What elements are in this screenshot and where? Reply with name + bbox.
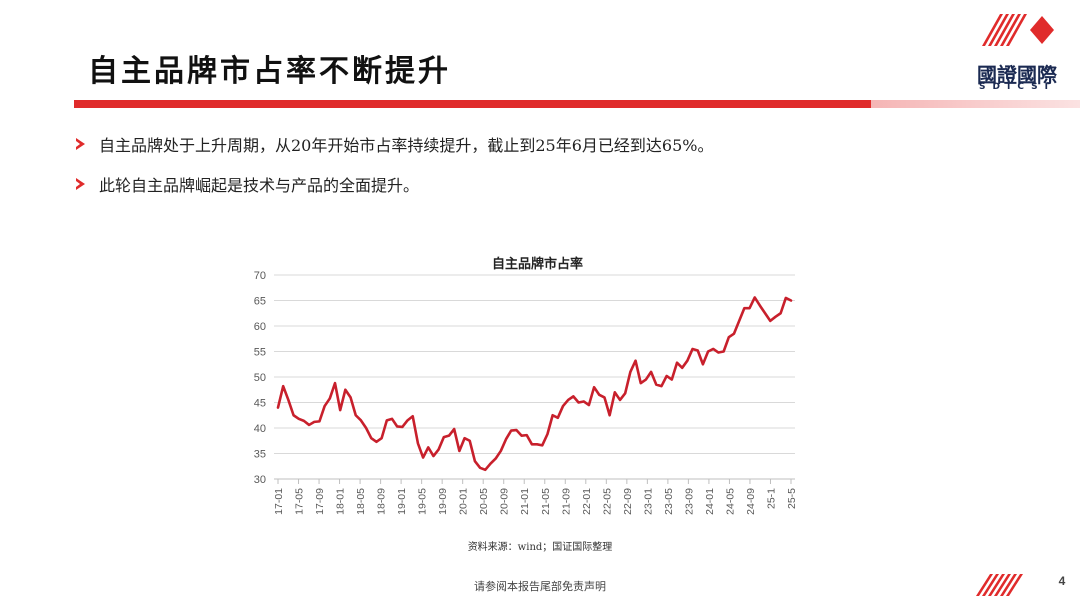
x-tick-label: 18-01 bbox=[335, 488, 347, 515]
chart-title: 自主品牌市占率 bbox=[492, 256, 583, 272]
x-tick-label: 24-05 bbox=[724, 488, 736, 515]
x-tick-label: 24-01 bbox=[704, 488, 716, 515]
corner-stripes-icon bbox=[976, 574, 1023, 596]
chart-source-note: 资料来源：wind；国证国际整理 bbox=[467, 542, 613, 553]
x-tick-label: 17-05 bbox=[294, 488, 306, 515]
x-tick-label: 20-09 bbox=[499, 488, 511, 515]
logo-english-name: SDICSI bbox=[979, 82, 1055, 92]
logo-mark-icon bbox=[982, 14, 1054, 46]
y-tick-label: 45 bbox=[254, 398, 266, 410]
slide-title: 自主品牌市占率不断提升 bbox=[88, 54, 451, 89]
x-tick-label: 17-01 bbox=[273, 488, 285, 515]
x-tick-label: 21-01 bbox=[519, 488, 531, 515]
x-tick-label: 23-09 bbox=[683, 488, 695, 515]
x-tick-label: 25-5 bbox=[786, 488, 798, 509]
title-underline-fade bbox=[871, 100, 1080, 108]
x-tick-label: 21-05 bbox=[540, 488, 552, 515]
x-tick-label: 24-09 bbox=[745, 488, 757, 515]
x-tick-label: 23-05 bbox=[663, 488, 675, 515]
page-number: 4 bbox=[1058, 574, 1066, 588]
x-tick-label: 23-01 bbox=[642, 488, 654, 515]
x-tick-label: 21-09 bbox=[560, 488, 572, 515]
series-line bbox=[276, 296, 793, 472]
y-tick-label: 35 bbox=[254, 449, 266, 461]
bullet-item: 此轮自主品牌崛起是技术与产品的全面提升。 bbox=[76, 171, 713, 197]
x-tick-label: 18-09 bbox=[376, 488, 388, 515]
x-tick-label: 18-05 bbox=[355, 488, 367, 515]
bullet-arrow-icon bbox=[76, 178, 85, 190]
x-tick-label: 22-09 bbox=[622, 488, 634, 515]
x-tick-label: 17-09 bbox=[314, 488, 326, 515]
company-logo: 國證國際 SDICSI bbox=[962, 6, 1072, 92]
y-tick-label: 40 bbox=[254, 423, 266, 435]
bullet-list: 自主品牌处于上升周期，从20年开始市占率持续提升，截止到25年6月已经到达65%… bbox=[76, 131, 713, 211]
bullet-text: 自主品牌处于上升周期，从20年开始市占率持续提升，截止到25年6月已经到达65%… bbox=[99, 136, 714, 155]
bullet-arrow-icon bbox=[76, 138, 85, 150]
x-tick-label: 20-05 bbox=[478, 488, 490, 515]
x-tick-label: 19-09 bbox=[437, 488, 449, 515]
x-tick-label: 25-1 bbox=[765, 488, 777, 509]
y-tick-label: 55 bbox=[254, 347, 266, 359]
x-tick-label: 19-05 bbox=[417, 488, 429, 515]
x-tick-label: 22-05 bbox=[601, 488, 613, 515]
market-share-chart: 自主品牌市占率 30 35 40 45 50 55 60 65 70 17-01 17-05 17-09… bbox=[230, 248, 810, 528]
y-tick-label: 30 bbox=[254, 474, 266, 486]
bullet-text: 此轮自主品牌崛起是技术与产品的全面提升。 bbox=[99, 176, 420, 195]
x-tick-label: 22-01 bbox=[581, 488, 593, 515]
line-chart-svg: 自主品牌市占率 30 35 40 45 50 55 60 65 70 17-01 17-05 17-09… bbox=[254, 256, 798, 515]
y-tick-label: 60 bbox=[254, 321, 266, 333]
x-tick-label: 19-01 bbox=[396, 488, 408, 515]
logo-chinese-name: 國證國際 bbox=[977, 63, 1057, 87]
bullet-item: 自主品牌处于上升周期，从20年开始市占率持续提升，截止到25年6月已经到达65%… bbox=[76, 131, 713, 157]
title-underline-bar bbox=[74, 100, 871, 108]
x-tick-label: 20-01 bbox=[458, 488, 470, 515]
y-tick-label: 50 bbox=[254, 372, 266, 384]
y-tick-label: 65 bbox=[254, 296, 266, 308]
y-tick-label: 70 bbox=[254, 270, 266, 282]
disclaimer-footer: 请参阅本报告尾部免责声明 bbox=[474, 580, 606, 593]
